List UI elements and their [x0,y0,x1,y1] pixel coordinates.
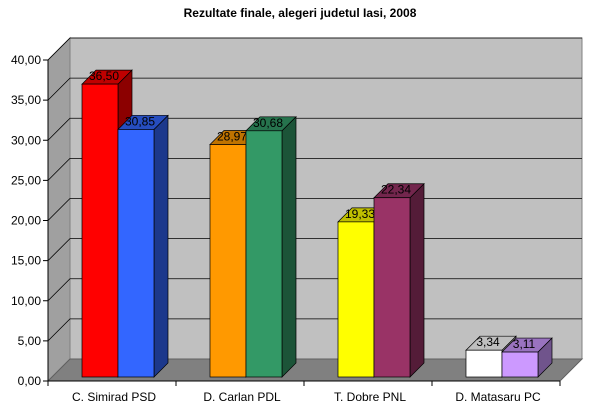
data-label: 3,34 [476,335,500,349]
y-tick-label: 25,00 [11,173,41,187]
y-tick-label: 20,00 [11,214,41,228]
gridline [47,37,582,61]
y-tick-label: 10,00 [11,294,41,308]
y-tick-label: 15,00 [11,254,41,268]
bar [337,221,375,378]
y-tick-label: 35,00 [11,93,41,107]
bar [209,144,247,378]
gridline [47,157,582,181]
data-label: 19,33 [345,207,375,221]
gridline [47,77,582,101]
bar [245,130,283,378]
chart-title: Rezultate finale, alegeri judetul Iasi, … [183,6,417,20]
bar [465,349,503,378]
bar [81,83,119,378]
bar-side [409,182,425,378]
y-tick-label: 40,00 [11,53,41,67]
data-label: 28,97 [217,130,247,144]
data-label: 22,34 [381,183,411,197]
x-category-label: C. Simirad PSD [72,390,156,404]
x-category-label: D. Carlan PDL [203,390,281,404]
y-tick-label: 5,00 [18,334,42,348]
bar-side [281,115,297,378]
data-label: 30,85 [125,114,155,128]
bar-side [153,114,169,378]
data-label: 3,11 [513,337,536,351]
data-label: 30,68 [253,116,283,130]
data-label: 36,50 [89,69,119,83]
y-tick-label: 30,00 [11,133,41,147]
x-category-label: T. Dobre PNL [334,390,406,404]
bar [117,129,155,378]
x-category-label: D. Matasaru PC [455,390,541,404]
bar [501,351,539,378]
y-tick-label: 0,00 [18,374,42,388]
bar [373,197,411,378]
gridline [47,117,582,141]
